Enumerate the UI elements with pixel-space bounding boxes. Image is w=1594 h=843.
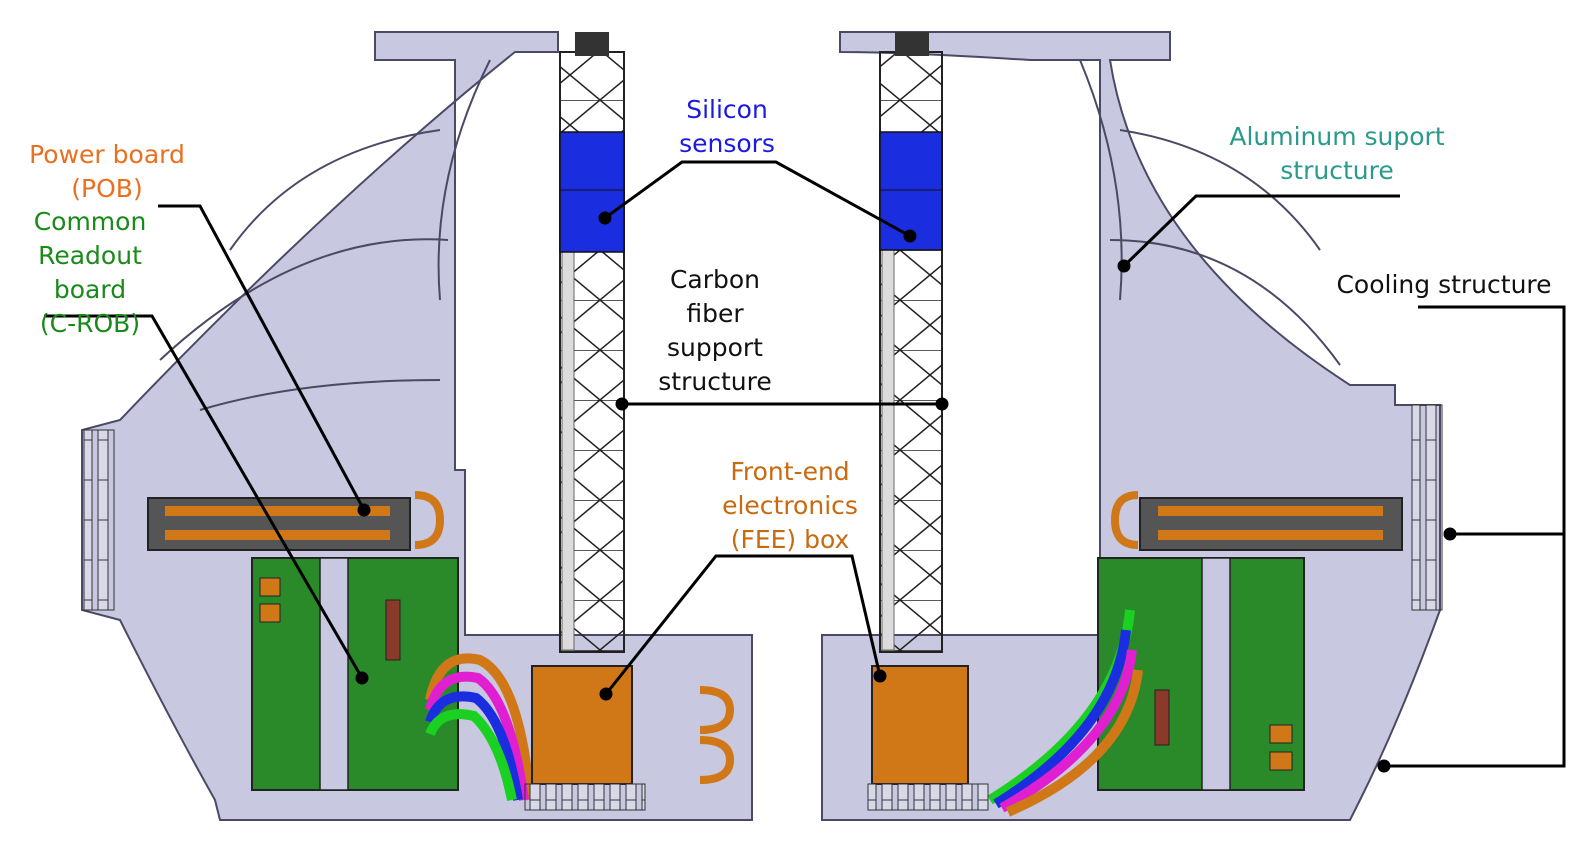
left-frame-ribs bbox=[159, 59, 491, 411]
leader-crob bbox=[44, 314, 364, 679]
label-fee-line-1: Front-end bbox=[730, 457, 850, 486]
label-carbon-line-2: fiber bbox=[686, 299, 744, 328]
left-connector-stack bbox=[83, 429, 115, 611]
left-aluminum-frame bbox=[81, 31, 753, 821]
leader-cooling bbox=[1384, 305, 1566, 768]
label-carbon-line-3: support bbox=[667, 333, 763, 362]
label-crob-line-1: Common bbox=[33, 207, 147, 236]
label-power-line-2: (POB) bbox=[71, 174, 143, 203]
label-cooling: Cooling structure bbox=[1318, 268, 1570, 302]
leader-fee bbox=[604, 554, 882, 695]
leader-lines bbox=[44, 160, 1566, 773]
label-crob-line-2: Readout bbox=[38, 241, 142, 270]
label-carbon: Carbon fiber support structure bbox=[640, 263, 790, 399]
left-flex-cables bbox=[425, 653, 535, 801]
leader-aluminum bbox=[1122, 194, 1400, 268]
label-silicon: Silicon sensors bbox=[654, 93, 800, 161]
right-connector-stack bbox=[1411, 404, 1443, 611]
right-cooling-loop bbox=[1110, 491, 1139, 549]
left-top-mount bbox=[575, 32, 609, 56]
left-silicon-sensors bbox=[559, 131, 625, 253]
label-aluminum-line-1: Aluminum suport bbox=[1229, 122, 1445, 151]
right-module bbox=[821, 31, 1443, 821]
right-top-mount bbox=[895, 32, 929, 56]
label-aluminum-line-2: structure bbox=[1280, 156, 1394, 185]
left-module bbox=[81, 31, 753, 821]
label-power-board: Power board (POB) bbox=[18, 138, 196, 206]
leader-power bbox=[158, 204, 366, 511]
label-crob-line-3: board bbox=[53, 275, 127, 304]
label-crob-line-4: (C-ROB) bbox=[39, 309, 141, 338]
label-carbon-line-1: Carbon bbox=[669, 265, 761, 294]
label-cooling-line-1: Cooling structure bbox=[1336, 270, 1552, 299]
right-flex-cables bbox=[987, 609, 1143, 817]
label-power-line-1: Power board bbox=[29, 140, 185, 169]
label-silicon-line-2: sensors bbox=[679, 129, 775, 158]
left-power-board bbox=[147, 497, 411, 551]
label-carbon-line-4: structure bbox=[658, 367, 772, 396]
label-crob: Common Readout board (C-ROB) bbox=[20, 205, 160, 341]
left-cooling-loop bbox=[414, 491, 445, 549]
left-fee-box bbox=[531, 665, 633, 785]
right-fee-box bbox=[871, 665, 969, 785]
label-fee: Front-end electronics (FEE) box bbox=[700, 455, 880, 557]
right-power-board bbox=[1139, 497, 1403, 551]
label-aluminum: Aluminum suport structure bbox=[1206, 120, 1468, 188]
label-fee-line-3: (FEE) box bbox=[730, 525, 850, 554]
leader-silicon bbox=[604, 160, 911, 238]
label-silicon-line-1: Silicon bbox=[686, 95, 768, 124]
label-fee-line-2: electronics bbox=[722, 491, 858, 520]
left-crob-board bbox=[251, 557, 459, 791]
